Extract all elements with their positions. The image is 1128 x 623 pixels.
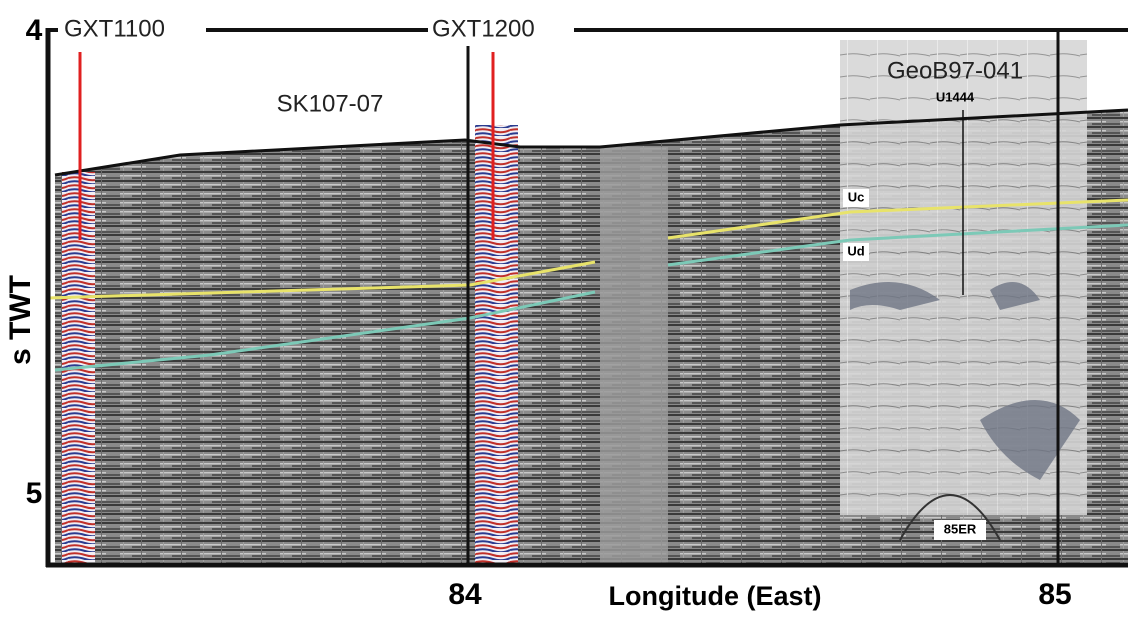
label-bg [58, 14, 206, 46]
x-tick-label: 84 [448, 578, 482, 611]
well-label: GXT1200 [432, 15, 535, 42]
data-gap [600, 147, 668, 565]
seafloor [54, 108, 1128, 177]
label-bg [934, 520, 986, 540]
well-label: GXT1100 [64, 15, 165, 42]
x-axis-label: Longitude (East) [609, 581, 822, 611]
horizon-ud [54, 290, 596, 372]
y-axis-label: s TWT [4, 275, 37, 365]
horizon-uc [47, 260, 596, 300]
x-tick-label: 85 [1038, 578, 1071, 611]
core-blob [850, 282, 1080, 480]
y-tick-label: 4 [26, 14, 43, 47]
ridge [899, 494, 1001, 541]
feature-label: 85ER [944, 521, 977, 536]
label-bg [843, 243, 869, 261]
label-bg [428, 14, 574, 46]
horizon-label: Uc [848, 189, 865, 204]
core-label: GeoB97-041 [887, 57, 1023, 84]
label-bg [843, 189, 869, 207]
site-label: U1444 [936, 89, 975, 104]
horizon-ud [667, 223, 1128, 267]
horizon-uc [667, 198, 1128, 240]
horizon-label: Ud [847, 243, 864, 258]
profile-label: SK107-07 [277, 90, 384, 117]
y-tick-label: 5 [26, 477, 43, 510]
well-trace [475, 125, 518, 565]
